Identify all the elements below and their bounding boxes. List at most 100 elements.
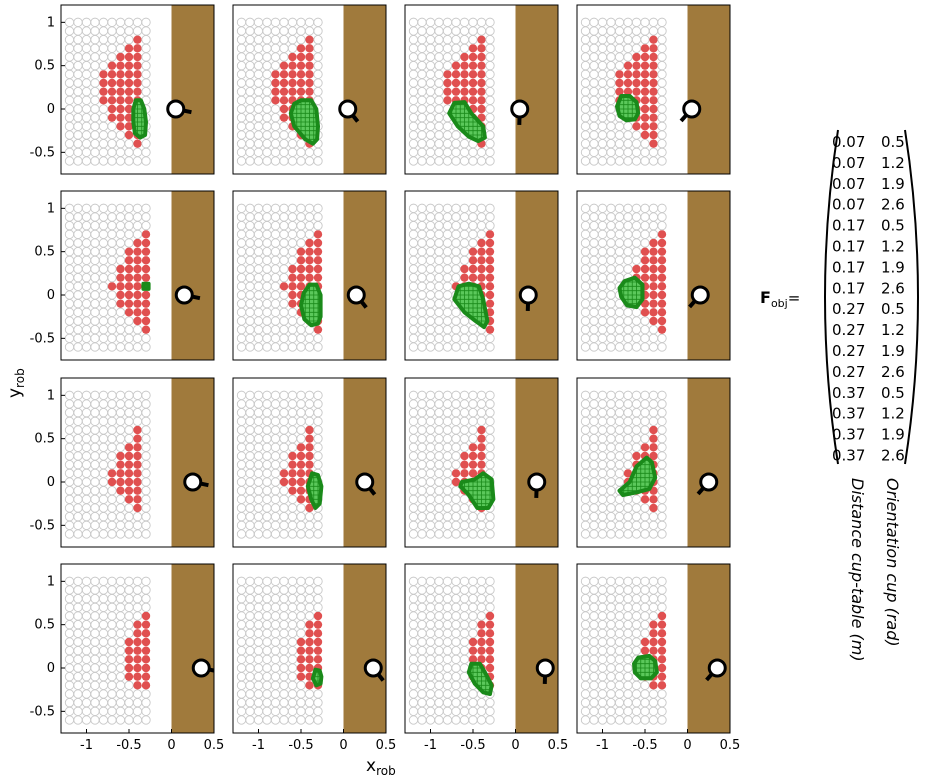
matrix-cell-distance: 0.27 <box>832 342 865 360</box>
matrix-cell-orientation: 1.9 <box>881 175 905 193</box>
matrix-cell-orientation: 1.2 <box>881 405 905 423</box>
reachable-point <box>124 78 134 88</box>
matrix-cell-orientation: 0.5 <box>881 133 905 151</box>
reachable-point <box>288 87 297 96</box>
reachable-point <box>657 620 667 629</box>
cup-icon <box>191 658 214 678</box>
reachable-point <box>305 451 314 461</box>
reachable-point <box>296 61 306 70</box>
reachable-point <box>649 681 658 690</box>
reachable-point <box>124 495 134 504</box>
reachable-point <box>468 256 478 265</box>
reachable-point <box>116 70 125 79</box>
reachable-point <box>141 290 151 300</box>
reachable-point <box>649 316 658 326</box>
matrix-cell-orientation: 1.9 <box>881 426 905 444</box>
table-surface <box>515 378 558 547</box>
reachable-point <box>460 61 469 70</box>
reachable-point <box>477 264 486 274</box>
reachable-point <box>124 469 134 478</box>
reachable-point <box>649 35 658 44</box>
reachable-point <box>141 655 151 664</box>
reachable-point <box>133 52 142 62</box>
reachable-point <box>141 299 151 308</box>
reachable-point <box>477 70 486 79</box>
cup-icon <box>363 658 385 682</box>
reachable-point <box>124 256 134 265</box>
unreachable-point <box>141 17 151 27</box>
reachable-point <box>288 52 297 62</box>
table-surface <box>343 5 386 174</box>
reachable-point <box>657 247 667 256</box>
reachable-point <box>649 87 658 96</box>
unreachable-point <box>657 333 667 343</box>
reachable-point <box>477 247 486 256</box>
reachable-point <box>468 96 478 105</box>
reachable-point <box>124 299 134 308</box>
plot-area <box>408 564 558 733</box>
reachable-point <box>116 282 125 291</box>
reachable-point <box>623 61 633 70</box>
reachable-point <box>640 308 650 317</box>
reachable-point <box>296 460 306 469</box>
reachable-point <box>468 78 478 88</box>
reachable-point <box>124 44 134 53</box>
reachable-point <box>288 477 297 487</box>
x-tick-label: 0.5 <box>720 738 741 753</box>
reachable-point <box>305 620 314 629</box>
reachable-point <box>296 646 306 655</box>
reachable-point <box>443 87 452 96</box>
reachable-point <box>477 655 486 664</box>
reachable-point <box>649 122 658 131</box>
subplot-11 <box>404 377 559 548</box>
reachable-point <box>485 247 495 256</box>
reachable-point <box>477 238 486 248</box>
matrix-cell-orientation: 2.6 <box>881 363 905 381</box>
reachable-point <box>305 629 314 638</box>
subplot-frame <box>232 190 387 361</box>
subplot-3 <box>404 4 559 175</box>
y-tick-label: 0.5 <box>34 432 55 447</box>
unreachable-point <box>485 390 495 400</box>
y-tick-label: -0.5 <box>30 331 55 346</box>
reachable-point <box>305 663 314 673</box>
reachable-point <box>640 104 650 114</box>
reachable-point <box>99 87 108 96</box>
reachable-point <box>468 646 478 655</box>
x-tick-label: -0.5 <box>288 738 313 753</box>
reachable-point <box>640 87 650 96</box>
reachable-point <box>485 655 495 664</box>
reachable-point <box>305 238 314 248</box>
reachable-point <box>116 477 125 487</box>
reachable-point <box>623 87 633 96</box>
reachable-point <box>657 238 667 248</box>
reachable-point <box>271 70 280 79</box>
reachable-point <box>133 620 142 629</box>
plot-area <box>64 191 214 360</box>
subplot-12 <box>576 377 731 548</box>
y-tick-label: 0 <box>47 288 55 303</box>
matrix-cell-orientation: 1.2 <box>881 321 905 339</box>
cup-icon <box>510 99 530 126</box>
reachable-point <box>133 672 142 681</box>
reachable-point <box>133 308 142 317</box>
cup-icon <box>166 99 192 119</box>
unreachable-point <box>141 689 151 699</box>
reachable-point <box>640 61 650 70</box>
feature-matrix: Fobj= 0.07 0.50.07 1.20.07 1.90.07 2.60.17 0.… <box>760 129 919 662</box>
matrix-cell-distance: 0.07 <box>832 154 865 172</box>
reachable-point <box>279 70 289 79</box>
reachable-point <box>305 70 314 79</box>
feasible-region <box>131 98 148 140</box>
reachable-point <box>99 78 108 88</box>
reachable-point <box>640 637 650 647</box>
reachable-point <box>133 290 142 300</box>
reachable-point <box>116 290 125 300</box>
unreachable-point <box>640 316 650 326</box>
reachable-point <box>623 469 633 478</box>
reachable-point <box>296 655 306 664</box>
reachable-point <box>615 78 624 88</box>
x-tick-label: -0.5 <box>632 738 657 753</box>
matrix-cell-distance: 0.37 <box>832 384 865 402</box>
matrix-cell-distance: 0.17 <box>832 217 865 235</box>
